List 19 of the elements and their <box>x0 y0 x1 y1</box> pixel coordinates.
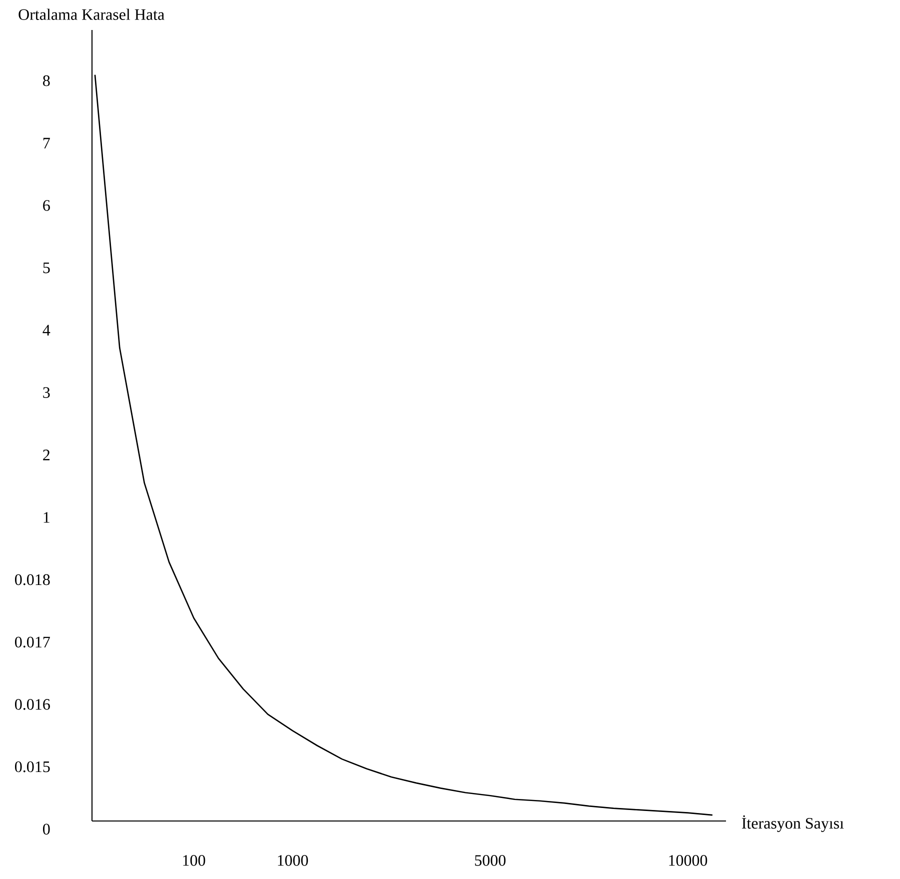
text: 2 <box>43 450 50 460</box>
text: 0.018 <box>15 574 50 586</box>
text: 1 <box>44 512 50 523</box>
x-tick-label: 1000 <box>278 855 308 866</box>
x-tick-label: 5000 <box>475 855 506 866</box>
y-axis-title: Ortalama Karasel Hata <box>18 8 164 20</box>
x-axis-title: İterasyon Sayısı <box>742 815 844 832</box>
text: 0.015 <box>15 761 50 772</box>
text: 0 <box>43 824 50 835</box>
text: 8 <box>43 75 50 86</box>
x-tick-label: 10000 <box>669 855 708 866</box>
text: 5 <box>43 262 50 274</box>
text: 4 <box>42 324 50 336</box>
x-tick-label: 100 <box>183 855 206 866</box>
text: 0.016 <box>15 699 50 710</box>
text: 6 <box>43 200 50 211</box>
text: 7 <box>43 138 50 148</box>
text: 0.017 <box>15 636 50 648</box>
text: 3 <box>43 387 50 398</box>
